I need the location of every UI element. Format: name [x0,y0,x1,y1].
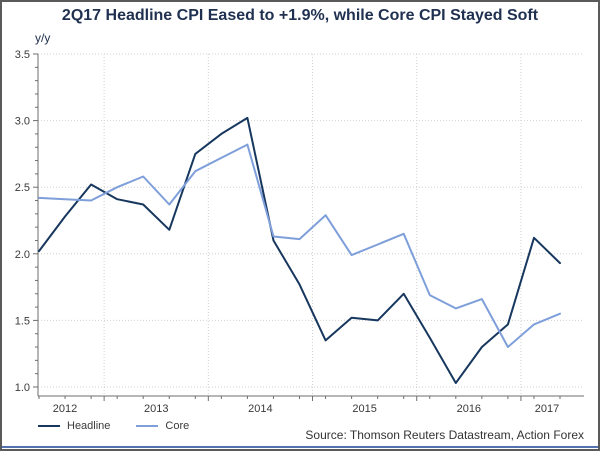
x-year-label: 2015 [352,403,376,415]
chart-title: 2Q17 Headline CPI Eased to +1.9%, while … [61,7,539,24]
y-tick-label: 1.0 [15,382,30,394]
x-year-label: 2017 [535,403,559,415]
x-year-label: 2013 [144,403,168,415]
x-year-label: 2016 [457,403,481,415]
y-tick-label: 1.5 [15,315,30,327]
legend-item-headline: Headline [38,420,110,432]
cpi-line-chart: 1.0 1.5 2.0 2.5 3.0 3.5 2012 2013 2014 2015 2016 20… [15,49,584,415]
legend-label-core: Core [165,420,190,432]
y-tick-label: 3.0 [15,116,30,128]
legend-label-headline: Headline [67,420,111,432]
headline-line-swatch [38,425,60,427]
core-line-swatch [136,425,159,427]
bottom-accent-bar [2,446,598,448]
y-tick-label: 3.5 [15,49,30,61]
legend-item-core: Core [136,420,189,432]
chart-legend: Headline Core [38,420,189,432]
core-series-line [38,143,561,348]
x-year-label: 2012 [53,403,77,415]
x-year-label: 2014 [248,403,272,415]
y-tick-label: 2.5 [15,182,30,194]
source-attribution: Source: Thomson Reuters Datastream, Acti… [305,428,584,442]
y-axis-unit-label: y/y [35,31,51,45]
headline-series-line [38,116,561,384]
y-tick-label: 2.0 [15,249,30,261]
